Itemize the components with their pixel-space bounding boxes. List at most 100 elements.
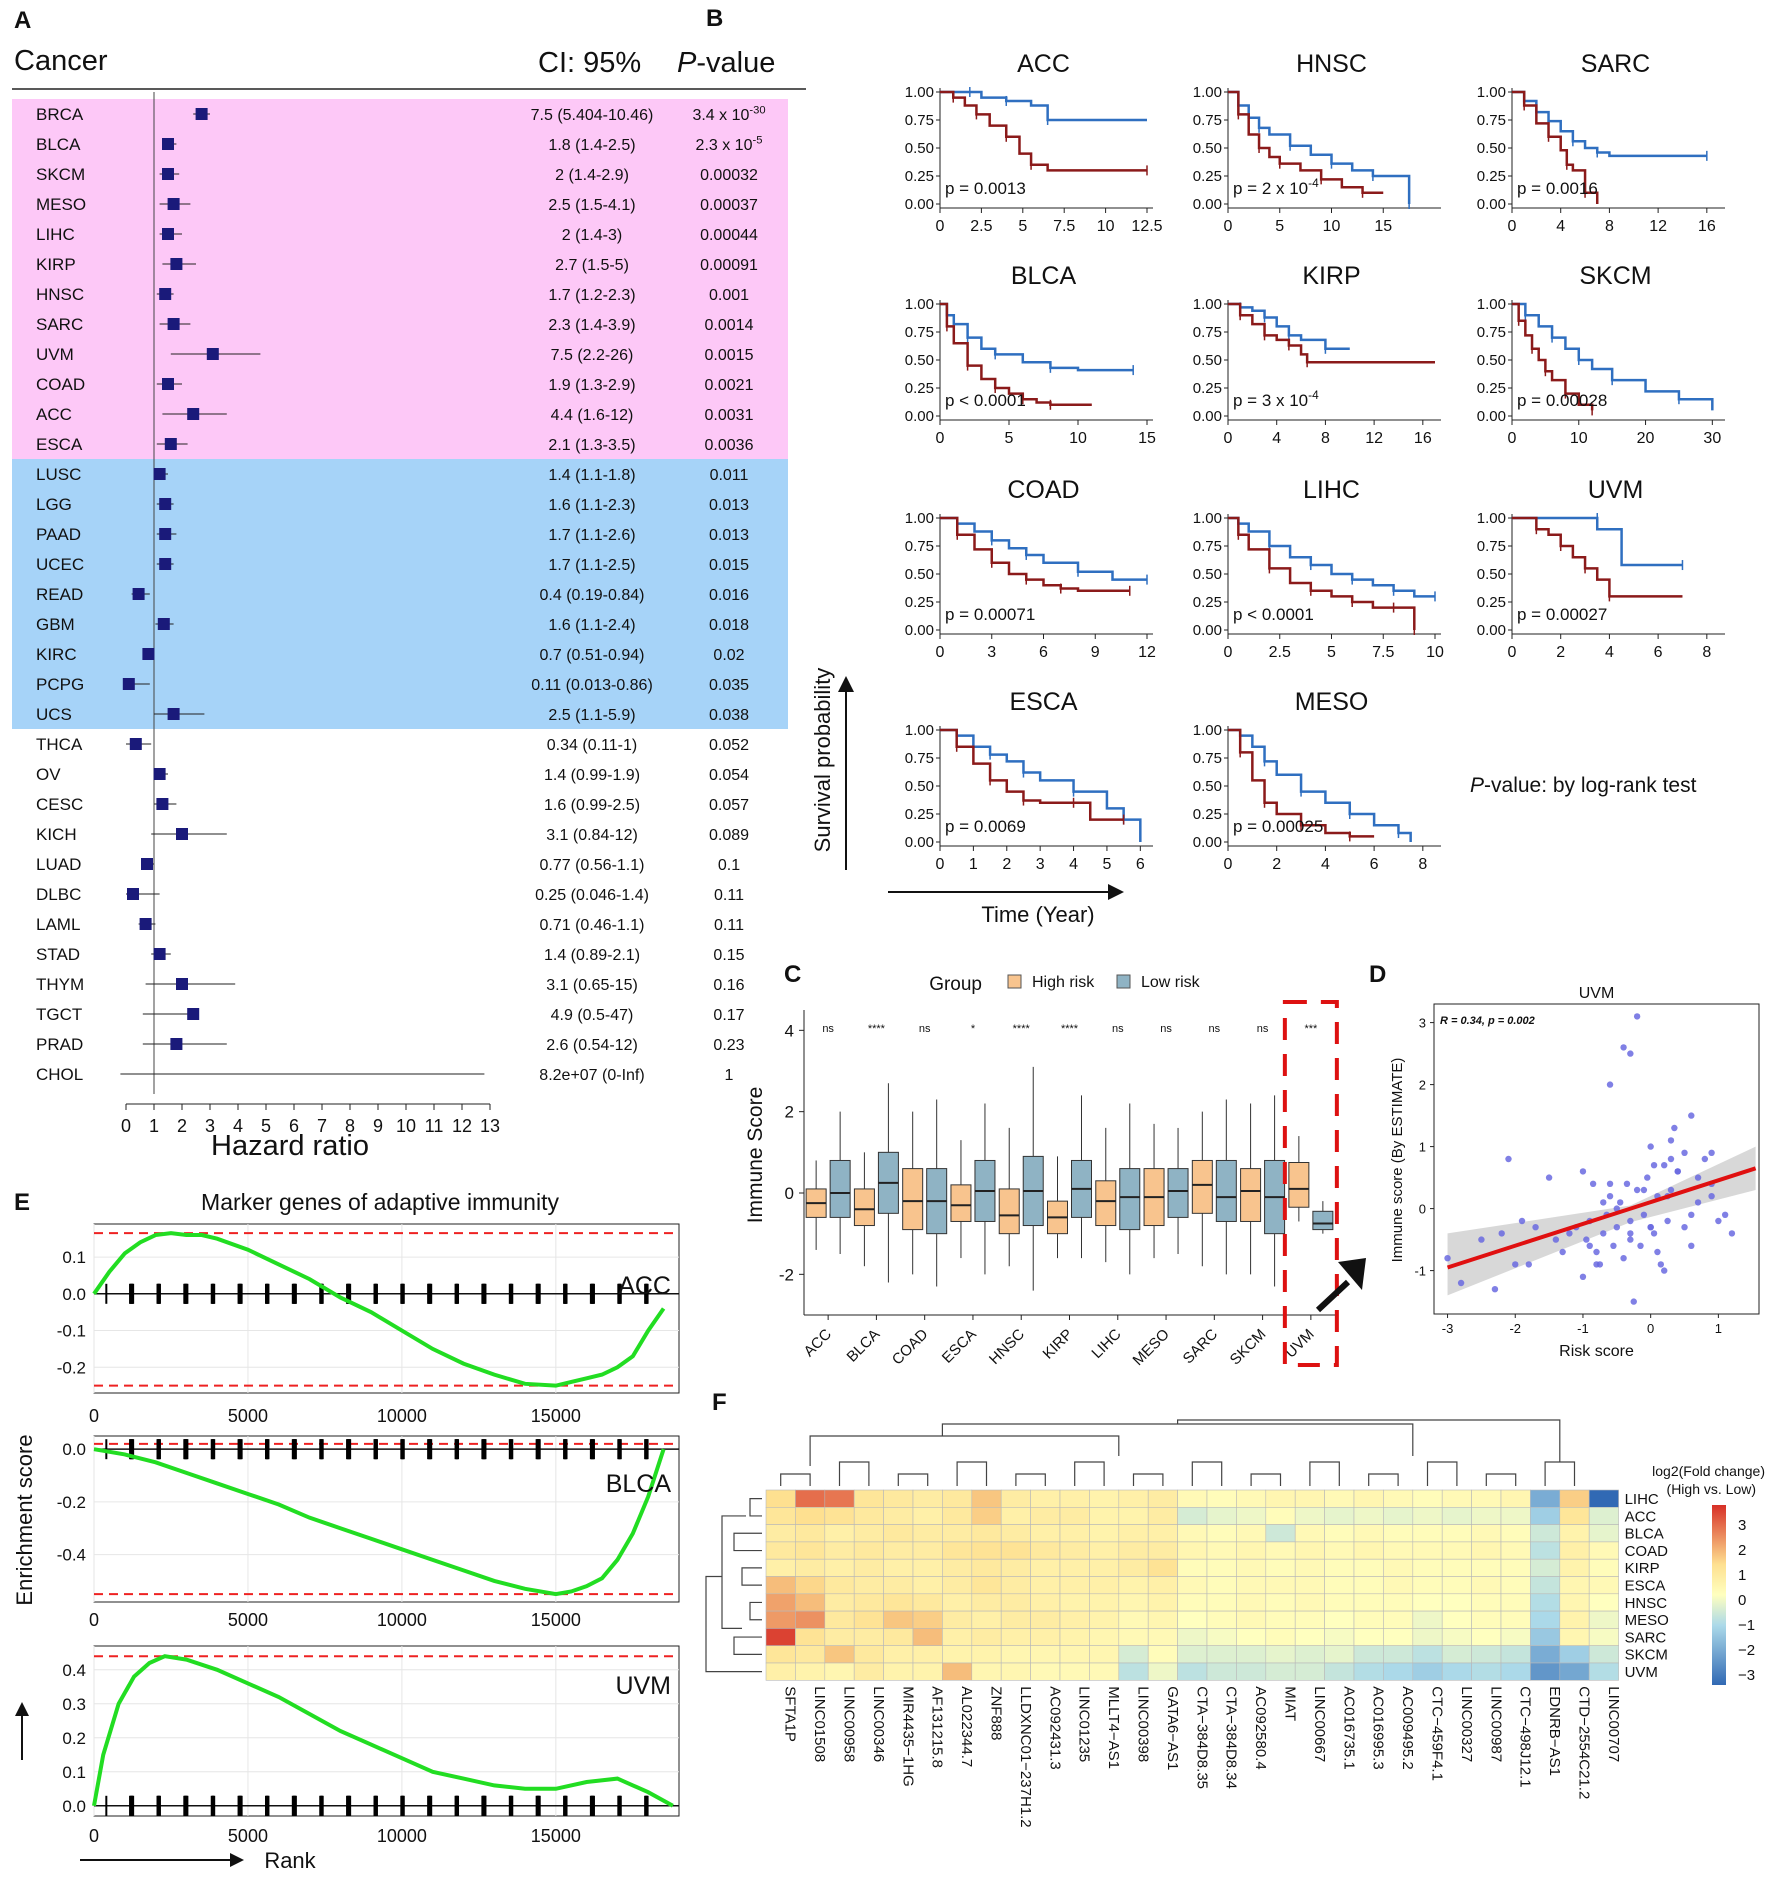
- scatter-point: [1633, 1186, 1641, 1194]
- heatmap-column-label: LINC00327: [1458, 1686, 1475, 1762]
- heatmap-cell: [853, 1610, 884, 1629]
- heatmap-cell: [1236, 1558, 1267, 1577]
- km-x-tick-label: 0: [1508, 644, 1517, 661]
- scatter-point: [1688, 1211, 1695, 1219]
- heatmap-cell: [912, 1541, 943, 1560]
- heatmap-cell: [1206, 1507, 1237, 1525]
- forest-row-label: STAD: [36, 945, 80, 964]
- box-y-tick-label: 2: [785, 1103, 794, 1122]
- km-p-value: p = 0.00027: [1517, 605, 1607, 624]
- km-x-tick-label: 2: [1272, 856, 1281, 873]
- heatmap-cell: [971, 1610, 1002, 1629]
- gsea-x-tick-label: 10000: [377, 1610, 427, 1630]
- scatter-point: [1586, 1242, 1593, 1250]
- forest-row-label: ACC: [36, 405, 72, 424]
- heatmap-cell: [1471, 1576, 1502, 1595]
- km-x-tick-label: 3: [1036, 856, 1045, 873]
- heatmap-cell: [1030, 1662, 1061, 1681]
- box-to-scatter-arrowhead: [1338, 1258, 1366, 1290]
- heatmap-cell: [1588, 1628, 1619, 1647]
- heatmap-legend-title: log2(Fold change): [1652, 1463, 1765, 1479]
- heatmap-cell: [1265, 1541, 1296, 1560]
- heatmap-legend-colorbar: [1712, 1505, 1726, 1685]
- heatmap-cell: [824, 1628, 855, 1647]
- box-legend-low-swatch: [1116, 974, 1131, 989]
- forest-ci-value: 4.4 (1.6-12): [551, 407, 634, 424]
- heatmap-cell: [1206, 1524, 1237, 1543]
- gsea-x-tick-label: 15000: [531, 1610, 581, 1630]
- heatmap-cell: [1089, 1628, 1120, 1647]
- heatmap-cell: [1030, 1645, 1061, 1664]
- heatmap-cell: [1206, 1610, 1237, 1629]
- forest-header-ci: CI: 95%: [538, 47, 641, 79]
- heatmap-cell: [1471, 1628, 1502, 1647]
- heatmap-cell: [1324, 1662, 1355, 1681]
- box-significance-label: ns: [1209, 1023, 1221, 1035]
- forest-p-value: 0.00032: [700, 167, 758, 184]
- heatmap-cell: [1000, 1524, 1031, 1543]
- heatmap-cell: [1530, 1507, 1561, 1525]
- heatmap-cell: [1441, 1541, 1472, 1560]
- km-y-tick-label: 0.25: [905, 168, 934, 185]
- forest-x-tick-label: 11: [425, 1116, 444, 1136]
- heatmap-cell: [1588, 1489, 1619, 1508]
- heatmap-cell: [1441, 1628, 1472, 1647]
- forest-ci-value: 0.34 (0.11-1): [547, 737, 637, 754]
- heatmap-cell: [824, 1507, 855, 1525]
- km-x-tick-label: 10: [1323, 218, 1341, 235]
- box-y-tick-label: 0: [785, 1184, 794, 1203]
- forest-ci-value: 2.7 (1.5-5): [555, 257, 629, 274]
- km-low-risk-curve: [1228, 516, 1435, 598]
- scatter-point: [1505, 1155, 1512, 1163]
- heatmap-column-label: LINC00667: [1311, 1686, 1328, 1762]
- km-high-risk-curve: [940, 516, 1130, 593]
- km-x-tick-label: 12.5: [1131, 218, 1162, 235]
- heatmap-cell: [1500, 1628, 1531, 1647]
- forest-p-value: 0.02: [713, 647, 744, 664]
- heatmap-cell: [765, 1645, 796, 1664]
- km-plot-title: HNSC: [1296, 50, 1367, 78]
- forest-p-value: 0.018: [709, 617, 749, 634]
- heatmap-cell: [1383, 1628, 1414, 1647]
- heatmap-cell: [912, 1610, 943, 1629]
- heatmap-cell: [1471, 1541, 1502, 1560]
- scatter-point: [1671, 1124, 1678, 1132]
- heatmap-column-dendrogram: [780, 1419, 1576, 1486]
- scatter-x-axis-title: Risk score: [1559, 1343, 1634, 1360]
- heatmap-cell: [1265, 1489, 1296, 1508]
- heatmap-cell: [1236, 1524, 1267, 1543]
- forest-x-tick-label: 9: [373, 1116, 383, 1136]
- heatmap-column-label: AC016995.3: [1370, 1686, 1387, 1769]
- km-p-value: p = 0.0016: [1517, 179, 1598, 198]
- heatmap-cell: [795, 1593, 826, 1612]
- heatmap-cell: [1236, 1576, 1267, 1595]
- heatmap-cell: [1383, 1541, 1414, 1560]
- heatmap-cell: [1000, 1541, 1031, 1560]
- scatter-point: [1559, 1248, 1566, 1256]
- scatter-y-axis-title: Immune score (By ESTIMATE): [1389, 1058, 1406, 1263]
- heatmap-cell: [1383, 1524, 1414, 1543]
- heatmap-cell: [883, 1507, 914, 1525]
- forest-ci-value: 0.11 (0.013-0.86): [531, 677, 653, 694]
- forest-p-value: 0.00044: [700, 227, 758, 244]
- heatmap-cell: [912, 1576, 943, 1595]
- scatter-point: [1616, 1199, 1624, 1206]
- heatmap-cell: [1265, 1628, 1296, 1647]
- forest-hr-marker: [162, 168, 174, 180]
- km-high-risk-curve: [1512, 302, 1594, 411]
- heatmap-cell: [795, 1507, 826, 1525]
- km-y-tick-label: 0.00: [905, 408, 934, 425]
- km-p-value: p < 0.0001: [945, 391, 1026, 410]
- forest-x-tick-label: 3: [205, 1116, 215, 1136]
- heatmap-cell: [1441, 1524, 1472, 1543]
- heatmap-cell: [1177, 1541, 1208, 1560]
- heatmap-cell: [1294, 1610, 1325, 1629]
- heatmap-column-label: AC092431.3: [1046, 1686, 1063, 1769]
- km-p-value: p < 0.0001: [1233, 605, 1314, 624]
- heatmap-cell: [765, 1541, 796, 1560]
- heatmap-cell: [1324, 1645, 1355, 1664]
- forest-hr-marker: [159, 498, 172, 510]
- km-p-value: p = 0.0013: [945, 179, 1026, 198]
- heatmap-cell: [853, 1558, 884, 1577]
- scatter-point: [1637, 1242, 1644, 1250]
